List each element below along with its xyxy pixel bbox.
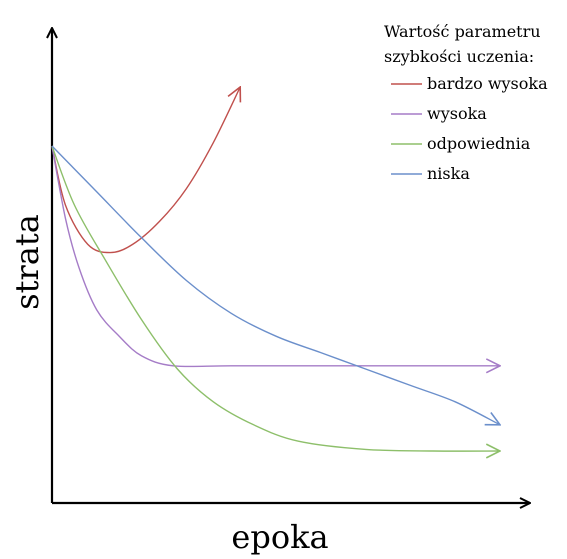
y-axis-label: strata [8,214,46,310]
series-layer [51,87,500,451]
x-axis-label: epoka [231,518,328,556]
series-line-3 [51,145,500,451]
legend-items: bardzo wysoka wysoka odpowiednia niska [391,74,548,183]
legend-label-4: niska [427,164,470,183]
legend-title-line2: szybkości uczenia: [384,47,534,66]
legend: Wartość parametru szybkości uczenia: bar… [384,22,548,183]
series-line-1 [51,87,240,254]
legend-label-3: odpowiednia [427,134,531,153]
legend-label-1: bardzo wysoka [427,74,548,93]
legend-title-line1: Wartość parametru [384,22,541,41]
series-line-4 [51,145,500,425]
legend-label-2: wysoka [427,104,487,123]
series-line-2 [51,145,500,367]
